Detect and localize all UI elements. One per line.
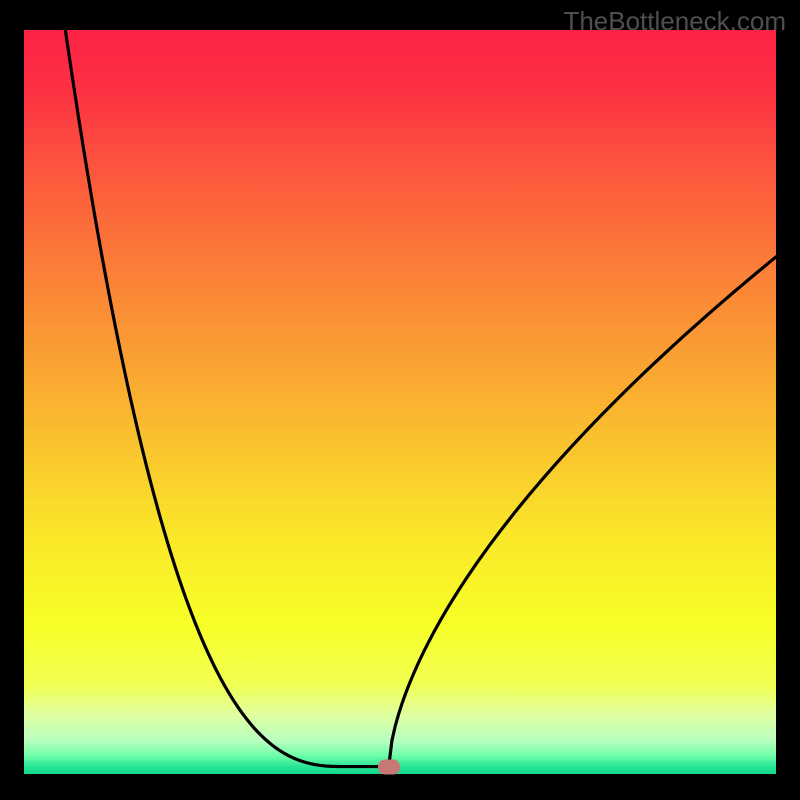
curve-layer — [24, 30, 776, 774]
bottleneck-curve — [65, 30, 776, 767]
watermark-text: TheBottleneck.com — [563, 6, 786, 37]
chart-stage: TheBottleneck.com — [0, 0, 800, 800]
plot-area — [24, 30, 776, 774]
optimal-point-marker — [378, 759, 400, 774]
